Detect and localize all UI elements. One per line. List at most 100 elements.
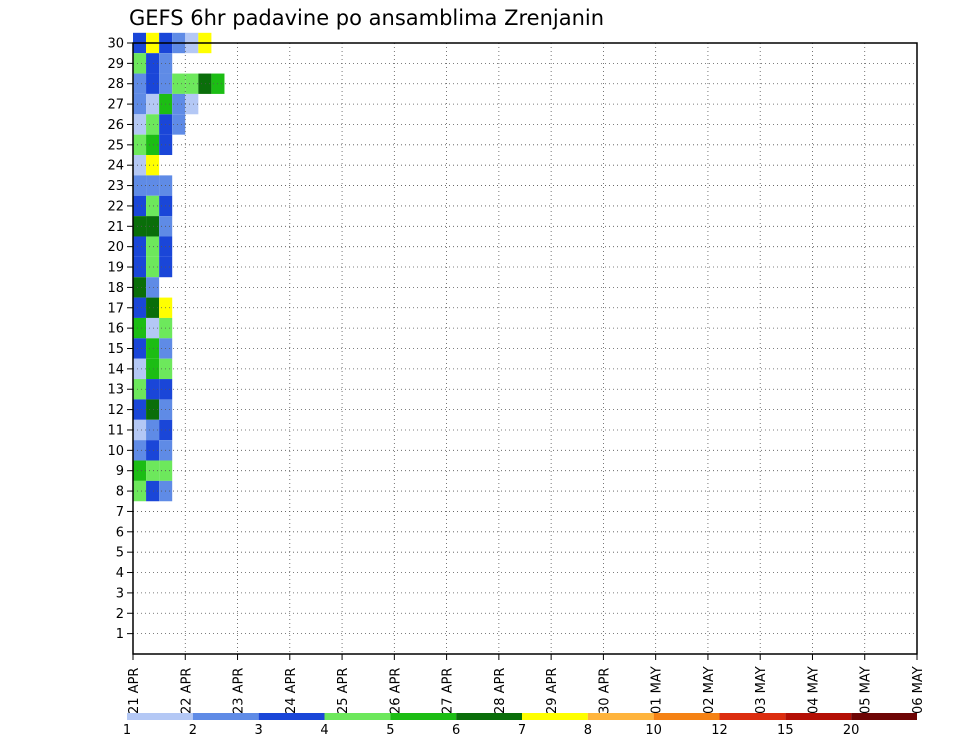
x-tick-label: 25 APR (336, 668, 351, 714)
heatmap-cell (133, 338, 147, 359)
x-tick-label: 22 APR (179, 668, 194, 714)
heatmap-cell (133, 460, 147, 481)
heatmap-cells (133, 32, 225, 502)
y-tick-label: 30 (107, 37, 124, 52)
heatmap-cell (146, 297, 160, 318)
grid (133, 43, 917, 654)
heatmap-cell (146, 216, 160, 237)
colorbar-swatch (522, 713, 588, 720)
heatmap-cell (172, 93, 186, 115)
heatmap-cell (146, 93, 160, 115)
chart-title: GEFS 6hr padavine po ansamblima Zrenjani… (129, 6, 604, 30)
colorbar-swatch (192, 713, 259, 720)
y-tick-label: 15 (107, 342, 124, 357)
y-tick-label: 26 (107, 118, 124, 133)
y-tick-label: 13 (107, 383, 124, 398)
heatmap-cell (146, 53, 160, 74)
colorbar-swatch (785, 713, 852, 720)
y-tick-label: 23 (107, 179, 124, 194)
x-tick-label: 06 MAY (911, 666, 926, 714)
colorbar-label: 20 (843, 723, 860, 738)
x-tick-label: 01 MAY (650, 666, 665, 714)
y-tick-label: 7 (116, 505, 124, 520)
heatmap-cell (146, 480, 160, 502)
y-tick-label: 5 (116, 546, 124, 561)
heatmap-cell (146, 460, 160, 481)
colorbar-label: 5 (386, 723, 394, 738)
heatmap-cell (146, 419, 160, 441)
x-axis: 21 APR 22 APR 23 APR 24 APR 25 APR 26 APR 27 A… (127, 654, 926, 714)
heatmap-cell (146, 175, 160, 196)
y-tick-label: 25 (107, 138, 124, 153)
y-tick-label: 22 (107, 199, 124, 214)
x-tick-label: 27 APR (441, 668, 456, 714)
y-tick-label: 10 (107, 444, 124, 459)
colorbar-label: 8 (584, 723, 592, 738)
x-tick-label: 30 APR (597, 668, 612, 714)
colorbar-swatch (587, 713, 654, 720)
y-tick-label: 6 (116, 525, 124, 540)
heatmap-cell (133, 93, 147, 115)
colorbar-swatch (653, 713, 720, 720)
y-tick-label: 8 (116, 485, 124, 500)
colorbar-swatch (719, 713, 786, 720)
colorbar-label: 15 (777, 723, 794, 738)
x-tick-label: 05 MAY (859, 666, 874, 714)
heatmap-cell (133, 317, 147, 339)
y-tick-label: 19 (107, 261, 124, 276)
heatmap-cell (133, 419, 147, 441)
x-tick-label: 03 MAY (754, 666, 769, 714)
colorbar-swatch (258, 713, 325, 720)
colorbar-swatch (851, 713, 917, 720)
x-tick-label: 21 APR (127, 668, 142, 714)
y-tick-label: 12 (107, 403, 124, 418)
heatmap-cell (133, 155, 147, 176)
y-tick-label: 29 (107, 57, 124, 72)
colorbar-label: 12 (711, 723, 728, 738)
colorbar-swatch (324, 713, 391, 720)
x-tick-label: 04 MAY (806, 666, 821, 714)
heatmap-cell (133, 440, 147, 461)
heatmap-cell (133, 114, 147, 135)
heatmap-cell (133, 277, 147, 298)
heatmap-cell (172, 114, 186, 135)
y-tick-label: 18 (107, 281, 124, 296)
heatmap-cell (146, 358, 160, 380)
colorbar-swatch (456, 713, 522, 720)
heatmap-cell (172, 73, 186, 94)
y-tick-label: 27 (107, 98, 124, 113)
heatmap-cell (146, 440, 160, 461)
y-tick-label: 16 (107, 322, 124, 337)
heatmap-cell (146, 155, 160, 176)
x-tick-label: 28 APR (493, 668, 508, 714)
y-tick-label: 2 (116, 607, 124, 622)
heatmap-cell (146, 338, 160, 359)
heatmap-cell (133, 134, 147, 156)
x-tick-label: 24 APR (284, 668, 299, 714)
colorbar-swatch (390, 713, 457, 720)
y-tick-label: 17 (107, 301, 124, 316)
heatmap-cell (133, 175, 147, 196)
colorbar-label: 2 (189, 723, 197, 738)
colorbar-label: 1 (123, 723, 131, 738)
x-tick-label: 02 MAY (702, 666, 717, 714)
heatmap-cell (133, 216, 147, 237)
heatmap-cell (146, 236, 160, 257)
heatmap-cell (133, 195, 147, 217)
colorbar: 1 2 3 4 5 6 7 8 10 12 15 20 (123, 713, 917, 738)
x-tick-label: 23 APR (232, 668, 247, 714)
heatmap-cell (146, 379, 160, 400)
heatmap-cell (146, 256, 160, 278)
heatmap-cell (133, 480, 147, 502)
y-tick-label: 11 (107, 423, 124, 438)
y-tick-label: 20 (107, 240, 124, 255)
colorbar-label: 3 (255, 723, 263, 738)
y-tick-label: 28 (107, 77, 124, 92)
heatmap-cell (146, 195, 160, 217)
y-tick-label: 24 (107, 159, 124, 174)
heatmap-cell (133, 256, 147, 278)
heatmap-cell (133, 297, 147, 318)
colorbar-label: 4 (320, 723, 328, 738)
colorbar-label: 7 (518, 723, 526, 738)
